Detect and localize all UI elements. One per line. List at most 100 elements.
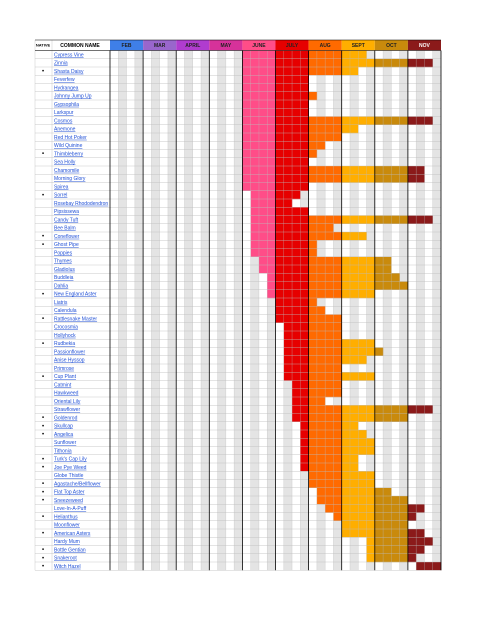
plant-name[interactable]: Primrose [54, 366, 74, 372]
plant-name[interactable]: Oriental Lily [54, 399, 81, 405]
bloom-cell [333, 479, 342, 488]
plant-name[interactable]: Hardy Mum [54, 539, 80, 545]
bloom-cell [258, 149, 268, 158]
plant-name[interactable]: Moonflower [54, 523, 80, 529]
bloom-cell [308, 322, 318, 332]
bloom-cell [349, 496, 359, 505]
plant-name[interactable]: Turk's Cap Lily [54, 457, 87, 463]
bloom-cell [275, 273, 284, 282]
bloom-cell [366, 166, 375, 175]
bloom-cell [292, 413, 301, 422]
bloom-cell [333, 454, 342, 464]
plant-name[interactable]: Thimbleberry [54, 151, 84, 157]
plant-name[interactable]: Chamomile [54, 168, 80, 174]
plant-name[interactable]: Shasta Daisy [54, 69, 84, 75]
plant-name[interactable]: Catmint [54, 382, 72, 388]
bloom-cell [242, 166, 251, 175]
plant-name[interactable]: Bottle Gentian [54, 547, 86, 553]
plant-name[interactable]: Sea Holly [54, 160, 76, 166]
bloom-cell [341, 496, 351, 505]
plant-name[interactable]: Joe Pye Weed [54, 465, 87, 471]
bloom-cell [258, 67, 268, 76]
plant-name[interactable]: Feverfew [54, 77, 75, 83]
bloom-cell [283, 298, 293, 307]
plant-name[interactable]: Anemone [54, 127, 76, 133]
bloom-cell [325, 273, 334, 282]
plant-name[interactable]: Buddleia [54, 275, 74, 281]
plant-name[interactable]: Rattlesnake Master [54, 316, 97, 322]
plant-name[interactable]: Hollyhock [54, 333, 76, 339]
plant-name[interactable]: Cosmos [54, 118, 73, 124]
bloom-cell [258, 75, 268, 84]
plant-name[interactable]: Zinnia [54, 61, 68, 67]
bloom-cell [316, 166, 326, 175]
plant-name[interactable]: Candy Tuft [54, 217, 79, 223]
bloom-cell [366, 537, 375, 546]
plant-name[interactable]: Agastache/Bellflower [54, 481, 101, 487]
plant-name[interactable]: Spirea [54, 184, 69, 190]
bloom-cell [325, 133, 334, 142]
bloom-cell [333, 133, 342, 142]
plant-name[interactable]: Hawkweed [54, 391, 79, 397]
plant-name[interactable]: Johnny Jump Up [54, 94, 92, 100]
plant-name[interactable]: Passionflower [54, 349, 85, 355]
plant-name[interactable]: Strawflower [54, 407, 80, 413]
plant-name[interactable]: Angelica [54, 432, 73, 438]
bloom-cell [316, 339, 326, 348]
bloom-cell [391, 405, 400, 414]
plant-name[interactable]: Wild Quinine [54, 143, 83, 149]
bloom-cell [333, 496, 342, 505]
plant-name[interactable]: Flat Top Aster [54, 490, 85, 496]
plant-name[interactable]: American Asters [54, 531, 91, 537]
plant-name[interactable]: Sunflower [54, 440, 77, 446]
bloom-cell [374, 529, 384, 538]
bloom-cell [333, 430, 342, 439]
bloom-cell [283, 141, 293, 150]
plant-name[interactable]: Globe Thistle [54, 473, 84, 479]
plant-name[interactable]: Poppies [54, 250, 73, 256]
plant-name[interactable]: Gladiolus [54, 267, 75, 273]
bloom-cell [242, 108, 251, 117]
plant-name[interactable]: Red Hot Poker [54, 135, 87, 141]
plant-name[interactable]: Rosebay Rhododendron [54, 201, 108, 207]
bloom-cell [308, 265, 318, 274]
bloom-cell [250, 240, 260, 249]
native-dot: • [42, 341, 44, 347]
plant-name[interactable]: Witch Hazel [54, 564, 81, 570]
plant-name[interactable]: Skullcap [54, 424, 73, 430]
plant-name[interactable]: Goldenrod [54, 415, 78, 421]
bloom-cell [250, 141, 260, 150]
plant-name[interactable]: Hydrangea [54, 85, 79, 91]
plant-name[interactable]: Ghost Pipe [54, 242, 79, 248]
plant-name[interactable]: Pipsissewa [54, 209, 79, 215]
bloom-cell [341, 405, 351, 414]
bloom-cell [275, 157, 284, 167]
plant-name[interactable]: Helianthus [54, 514, 78, 520]
plant-name[interactable]: Cypress Vine [54, 52, 84, 58]
bloom-cell [349, 512, 359, 521]
plant-name[interactable]: Tithonia [54, 448, 72, 454]
plant-name[interactable]: Sorrel [54, 193, 67, 199]
plant-name[interactable]: Liatris [54, 300, 68, 306]
plant-name[interactable]: Larkspur [54, 110, 74, 116]
bloom-cell [349, 166, 359, 175]
plant-name[interactable]: Rudbekia [54, 341, 75, 347]
bloom-cell [349, 479, 359, 488]
plant-name[interactable]: Anise Hyssop [54, 358, 85, 364]
plant-name[interactable]: Sneezeweed [54, 498, 83, 504]
plant-name[interactable]: Dahlia [54, 283, 68, 289]
plant-name[interactable]: Thymes [54, 259, 72, 265]
plant-name[interactable]: Love-In-A-Puff [54, 506, 87, 512]
plant-name[interactable]: Bee Balm [54, 226, 76, 232]
plant-name[interactable]: Coneflower [54, 234, 80, 240]
bloom-cell [366, 504, 375, 513]
plant-name[interactable]: Morning Glory [54, 176, 86, 182]
plant-name[interactable]: New England Aster [54, 292, 97, 298]
plant-name[interactable]: Calendula [54, 308, 77, 314]
month-header [407, 40, 441, 51]
plant-name[interactable]: Cup Plant [54, 374, 77, 380]
plant-name[interactable]: Snakeroot [54, 556, 77, 562]
plant-name[interactable]: Crocosmia [54, 325, 78, 331]
bloom-cell [308, 223, 318, 233]
plant-name[interactable]: Gypsophila [54, 102, 79, 108]
